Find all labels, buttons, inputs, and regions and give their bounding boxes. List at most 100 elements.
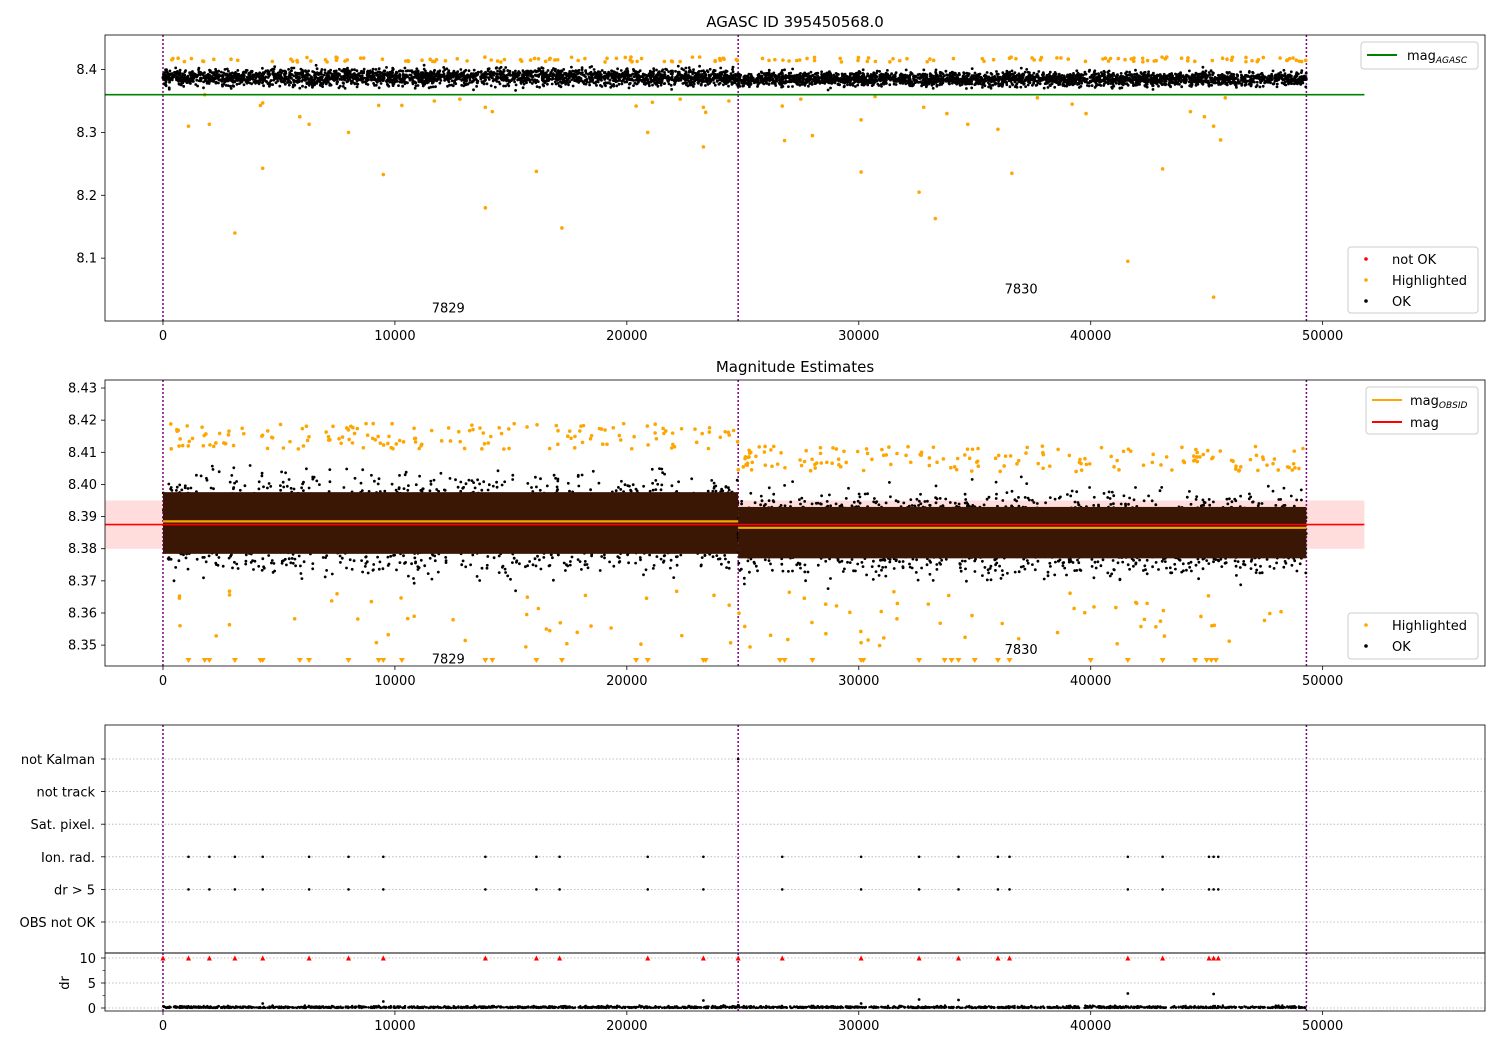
p1-ok-point: [882, 73, 886, 76]
p1-ok-point: [692, 68, 695, 72]
p1-ok-point: [649, 80, 653, 84]
p1-ok-point: [316, 76, 319, 80]
p1-ok-point: [541, 73, 545, 77]
p1-ok-point: [498, 82, 502, 86]
p1-ok-point: [803, 81, 807, 85]
p1-ok-point: [703, 74, 707, 78]
p1-ok-point: [604, 75, 608, 79]
p1-ok-point: [677, 70, 681, 74]
p1-ok-point: [187, 77, 191, 81]
p1-ok-point: [485, 72, 489, 76]
p1-ok-point: [213, 73, 217, 77]
p1-ok-point: [742, 75, 746, 79]
p1-ok-point: [1169, 77, 1173, 81]
p1-ok-point: [342, 67, 346, 71]
p1-ok-point: [377, 67, 381, 71]
p1-ok-point: [544, 75, 547, 79]
p1-ok-point: [1119, 72, 1123, 75]
p1-ok-point: [223, 79, 227, 83]
p1-ok-point: [1282, 82, 1286, 85]
p1-ok-point: [423, 82, 427, 86]
p1-ok-point: [934, 68, 938, 72]
p1-ok-point: [995, 70, 998, 73]
p1-ok-point: [179, 76, 182, 80]
p1-ok-point: [508, 71, 511, 75]
p1-ok-point: [202, 86, 205, 90]
p1-ok-point: [864, 76, 867, 80]
p1-ok-point: [845, 77, 848, 80]
p1-ok-point: [616, 67, 619, 71]
p1-ok-point: [215, 76, 219, 80]
p1-ok-point: [234, 71, 237, 74]
p1-ok-point: [545, 78, 549, 82]
p1-ok-point: [741, 84, 745, 88]
p1-ok-point: [623, 75, 627, 78]
p1-ok-point: [561, 74, 565, 77]
p1-ok-point: [690, 83, 694, 87]
p1-ok-point: [450, 79, 454, 83]
p1-ok-point: [870, 84, 874, 87]
p1-ok-point: [1230, 72, 1233, 76]
p1-ok-point: [462, 81, 466, 85]
p1-ok-point: [868, 80, 872, 84]
p1-ok-point: [417, 79, 421, 83]
p1-ok-point: [903, 74, 907, 77]
p1-ok-point: [168, 80, 171, 84]
p1-ok-point: [273, 72, 277, 76]
p1-ok-point: [506, 69, 510, 72]
p1-ok-point: [916, 73, 920, 76]
p1-ok-point: [851, 76, 855, 79]
p1-ok-point: [550, 69, 554, 72]
p1-ok-point: [894, 80, 897, 83]
p1-ok-point: [712, 81, 716, 85]
p1-ok-point: [669, 83, 673, 87]
p1-ok-point: [427, 74, 430, 77]
p1-ok-point: [991, 83, 995, 87]
p1-ok-point: [587, 75, 591, 79]
p1-ok-point: [453, 81, 457, 84]
p1-ok-point: [526, 69, 530, 73]
p1-ok-point: [1028, 74, 1032, 78]
p1-ok-point: [993, 81, 997, 85]
p1-ok-point: [414, 84, 418, 88]
p1-ok-point: [481, 80, 485, 84]
p1-ok-point: [215, 71, 219, 75]
p1-ok-point: [202, 75, 206, 78]
p1-ok-point: [649, 76, 652, 80]
p1-ok-point: [307, 77, 311, 81]
p1-ok-point: [382, 75, 386, 79]
p1-ok-point: [475, 78, 478, 82]
p1-ok-point: [1032, 71, 1036, 75]
p1-ok-point: [816, 76, 820, 80]
p1-ok-point: [764, 78, 768, 81]
p1-ok-point: [663, 82, 667, 85]
p1-ok-point: [472, 78, 476, 82]
p1-ok-point: [556, 69, 560, 72]
p1-ok-point: [1022, 73, 1026, 77]
p1-ok-point: [767, 68, 771, 72]
p1-ok-point: [1042, 86, 1046, 90]
p1-ok-point: [1300, 77, 1304, 81]
p1-ok-point: [1239, 70, 1242, 74]
p1-ok-point: [487, 76, 490, 79]
p1-ok-point: [296, 72, 300, 75]
p1-ok-point: [1259, 72, 1263, 76]
p1-ok-point: [997, 84, 1001, 88]
p1-ok-point: [936, 75, 940, 79]
p1-ok-point: [733, 73, 737, 76]
p1-ok-point: [697, 70, 701, 73]
p1-ok-point: [229, 87, 233, 90]
p1-ok-point: [660, 69, 664, 73]
p1-ok-point: [498, 67, 501, 70]
p1-ok-point: [657, 81, 661, 84]
p1-ok-point: [299, 67, 303, 71]
p1-ok-point: [1206, 79, 1210, 83]
p1-ok-point: [469, 72, 473, 76]
p1-ok-point: [681, 82, 685, 85]
p1-ok-point: [334, 71, 338, 74]
p1-ok-point: [979, 76, 982, 79]
p1-ok-point: [970, 67, 974, 70]
p1-ok-point: [588, 78, 592, 81]
p1-ok-point: [511, 73, 515, 76]
p1-ok-point: [807, 72, 810, 75]
